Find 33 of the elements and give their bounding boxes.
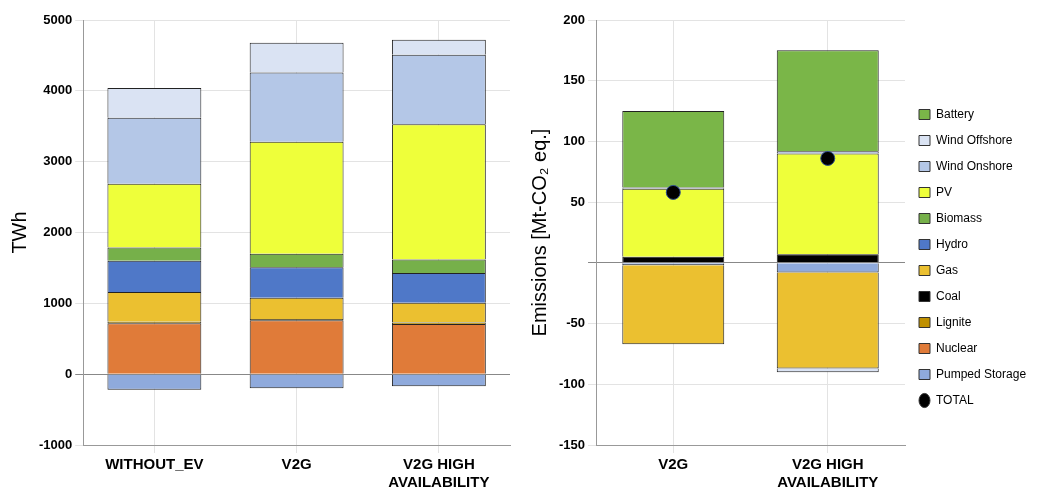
y-tick-label: 200 bbox=[563, 11, 586, 27]
legend-label: Biomass bbox=[936, 210, 983, 225]
y-axis-title: TWh bbox=[7, 211, 30, 254]
legend-label: Gas bbox=[936, 262, 959, 277]
legend-label: Nuclear bbox=[936, 340, 978, 355]
y-tick-label: 150 bbox=[563, 72, 586, 88]
legend-label: Hydro bbox=[936, 236, 969, 251]
y-tick-label: 50 bbox=[570, 193, 586, 209]
legend-label: Wind Onshore bbox=[936, 158, 1014, 173]
y-tick-label: 100 bbox=[563, 133, 586, 149]
x-tick-label: V2G HIGH AVAILABILITY bbox=[777, 455, 879, 491]
y-tick-label: -150 bbox=[558, 436, 586, 452]
y-tick-label: 0 bbox=[65, 365, 73, 381]
x-tick-label: V2G bbox=[281, 455, 312, 473]
y-tick-label: -100 bbox=[558, 375, 586, 391]
y-tick-label: 3000 bbox=[43, 153, 73, 169]
x-tick-label: V2G HIGH AVAILABILITY bbox=[388, 455, 490, 491]
y-tick-label: -50 bbox=[566, 315, 586, 331]
legend-label: Wind Offshore bbox=[936, 132, 1013, 147]
y-tick-label: 4000 bbox=[43, 82, 73, 98]
y-tick-label: -1000 bbox=[39, 436, 73, 452]
legend-label: Battery bbox=[936, 106, 975, 121]
legend-label: Pumped Storage bbox=[936, 366, 1027, 381]
y-tick-label: 1000 bbox=[43, 294, 73, 310]
x-tick-label: WITHOUT_EV bbox=[105, 455, 204, 473]
y-tick-label: 2000 bbox=[43, 224, 73, 240]
x-tick-label: V2G bbox=[658, 455, 689, 473]
legend-label: Coal bbox=[936, 288, 961, 303]
y-tick-label: 5000 bbox=[43, 11, 73, 27]
y-axis-title: Emissions [Mt-CO₂ eq.] bbox=[527, 128, 550, 337]
legend-label: TOTAL bbox=[936, 392, 974, 407]
legend-label: Lignite bbox=[936, 314, 972, 329]
legend-label: PV bbox=[936, 184, 953, 199]
